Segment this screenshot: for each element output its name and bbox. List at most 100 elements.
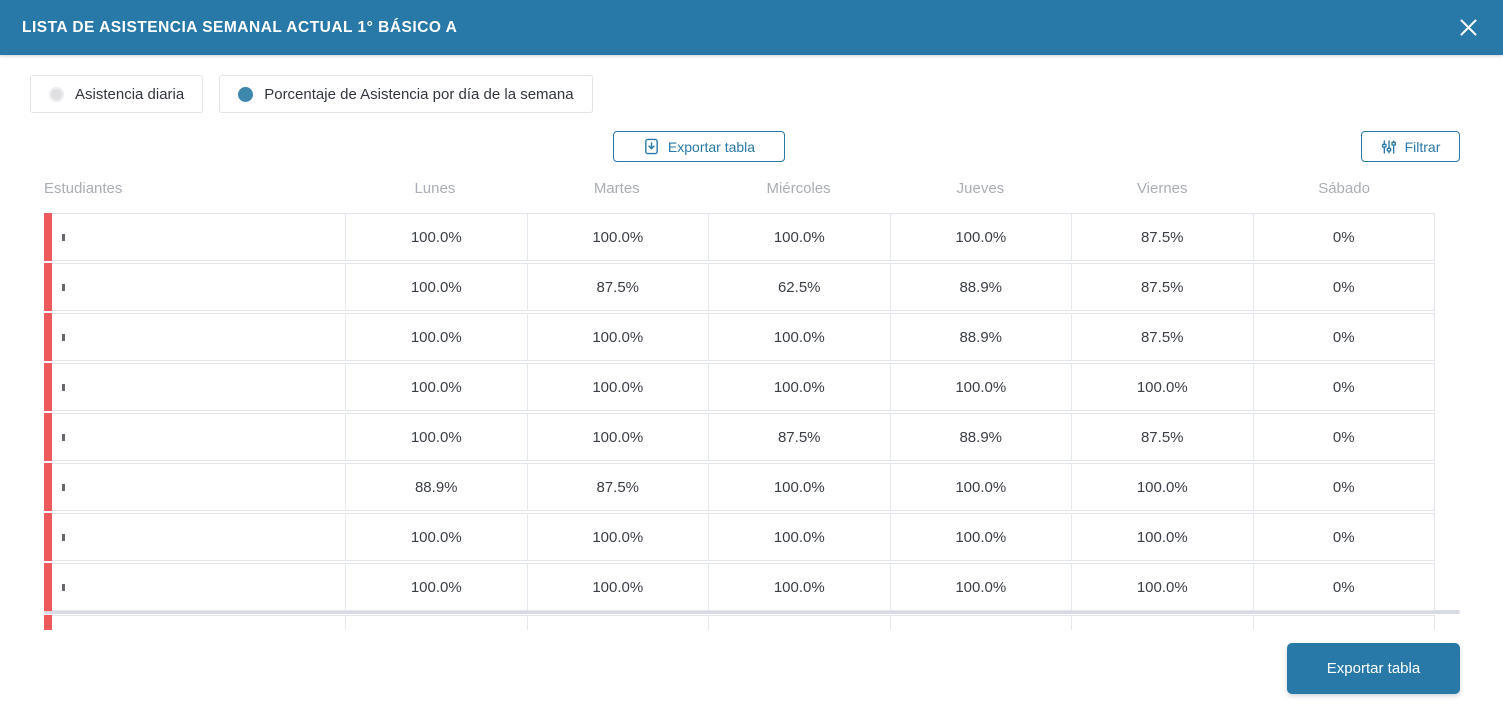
attendance-value-cell: 88.9% xyxy=(889,414,1072,460)
attendance-value-cell: 87.5% xyxy=(1071,214,1253,260)
attendance-value-cell: 100.0% xyxy=(345,314,527,360)
filter-button[interactable]: Filtrar xyxy=(1361,131,1460,162)
redacted-student-name xyxy=(62,283,65,291)
table-toolbar: Exportar tabla Filtrar xyxy=(0,131,1503,162)
column-header-day: Sábado xyxy=(1318,179,1370,197)
close-button[interactable] xyxy=(1456,15,1481,40)
row-accent-bar xyxy=(44,313,52,361)
modal-title: LISTA DE ASISTENCIA SEMANAL ACTUAL 1° BÁ… xyxy=(22,18,458,36)
redacted-student-name xyxy=(62,433,65,441)
redacted-student-name xyxy=(62,383,65,391)
attendance-value-cell: 100.0% xyxy=(526,514,709,560)
attendance-value-cell: 100.0% xyxy=(345,214,527,260)
redacted-student-name xyxy=(62,583,65,591)
attendance-value-cell: 87.5% xyxy=(708,414,890,460)
attendance-value-cell: 100.0% xyxy=(345,264,527,310)
table-row: 100.0% 100.0% 87.5% 88.9% 87.5% 0% xyxy=(44,413,1435,461)
column-header-estudiantes: Estudiantes xyxy=(44,179,123,197)
attendance-value-cell: 100.0% xyxy=(526,564,709,610)
attendance-value-cell: 100.0% xyxy=(526,214,709,260)
table-row: 100.0% 100.0% 100.0% 100.0% 87.5% 0% xyxy=(44,213,1435,261)
attendance-value-cell: 100.0% xyxy=(889,564,1072,610)
table-row: 100.0% 87.5% 62.5% 88.9% 87.5% 0% xyxy=(44,263,1435,311)
partial-row-clip xyxy=(44,615,1435,630)
file-download-icon xyxy=(645,138,658,155)
table-header-row: Estudiantes Lunes Martes Miércoles Jueves Vie… xyxy=(44,178,1435,198)
redacted-student-name xyxy=(62,233,65,241)
student-name-cell xyxy=(44,363,345,411)
attendance-value-cell: 100.0% xyxy=(1071,364,1253,410)
attendance-value-cell xyxy=(526,616,709,630)
row-accent-bar xyxy=(44,263,52,311)
student-name-cell xyxy=(44,563,345,611)
export-table-button-footer[interactable]: Exportar tabla xyxy=(1287,643,1460,694)
redacted-student-name xyxy=(62,483,65,491)
student-name-cell xyxy=(44,413,345,461)
row-accent-bar xyxy=(44,513,52,561)
attendance-value-cell: 87.5% xyxy=(526,264,709,310)
student-name-cell xyxy=(44,463,345,511)
radio-selected-icon xyxy=(238,86,254,102)
table-row: 100.0% 100.0% 100.0% 100.0% 100.0% 0% xyxy=(44,513,1435,561)
row-accent-bar xyxy=(44,615,52,630)
attendance-value-cell: 62.5% xyxy=(708,264,890,310)
column-header-day: Martes xyxy=(593,179,640,197)
attendance-value-cell: 0% xyxy=(1252,464,1435,510)
row-accent-bar xyxy=(44,413,52,461)
modal-header: LISTA DE ASISTENCIA SEMANAL ACTUAL 1° BÁ… xyxy=(0,0,1503,55)
attendance-value-cell xyxy=(345,616,527,630)
student-name-cell xyxy=(44,313,345,361)
attendance-value-cell: 87.5% xyxy=(1071,264,1253,310)
attendance-value-cell: 100.0% xyxy=(526,414,709,460)
attendance-value-cell: 88.9% xyxy=(889,314,1072,360)
toggle-label: Asistencia diaria xyxy=(75,85,185,103)
attendance-value-cell: 100.0% xyxy=(708,464,890,510)
attendance-value-cell: 100.0% xyxy=(345,414,527,460)
row-accent-bar xyxy=(44,463,52,511)
redacted-student-name xyxy=(62,333,65,341)
modal-footer: Exportar tabla xyxy=(0,643,1460,694)
horizontal-scrollbar[interactable] xyxy=(44,610,1460,614)
attendance-value-cell: 87.5% xyxy=(1071,414,1253,460)
toggle-asistencia-diaria[interactable]: Asistencia diaria xyxy=(30,75,204,113)
column-header-day: Lunes xyxy=(414,179,456,197)
table-row: 88.9% 87.5% 100.0% 100.0% 100.0% 0% xyxy=(44,463,1435,511)
column-header-day: Jueves xyxy=(956,179,1005,197)
attendance-value-cell xyxy=(1071,616,1253,630)
toggle-label: Porcentaje de Asistencia por día de la s… xyxy=(264,85,574,103)
table-row: 100.0% 100.0% 100.0% 100.0% 100.0% 0% xyxy=(44,563,1435,611)
filter-label: Filtrar xyxy=(1404,138,1441,155)
attendance-value-cell: 100.0% xyxy=(1071,514,1253,560)
export-table-label: Exportar tabla xyxy=(667,138,756,155)
attendance-value-cell: 100.0% xyxy=(1071,464,1253,510)
attendance-value-cell xyxy=(708,616,890,630)
student-name-cell xyxy=(44,263,345,311)
attendance-value-cell: 87.5% xyxy=(1071,314,1253,360)
view-toggle-group: Asistencia diaria Porcentaje de Asistenc… xyxy=(30,75,1503,113)
attendance-value-cell: 100.0% xyxy=(889,364,1072,410)
redacted-student-name xyxy=(62,533,65,541)
attendance-value-cell: 100.0% xyxy=(889,214,1072,260)
row-accent-bar xyxy=(44,213,52,261)
attendance-value-cell: 100.0% xyxy=(708,514,890,560)
student-name-cell xyxy=(44,513,345,561)
table-row: 100.0% 100.0% 100.0% 88.9% 87.5% 0% xyxy=(44,313,1435,361)
attendance-value-cell: 100.0% xyxy=(1071,564,1253,610)
attendance-value-cell: 100.0% xyxy=(708,214,890,260)
export-table-button-top[interactable]: Exportar tabla xyxy=(613,131,785,162)
attendance-value-cell: 100.0% xyxy=(345,514,527,560)
attendance-value-cell: 100.0% xyxy=(708,314,890,360)
attendance-value-cell: 100.0% xyxy=(889,514,1072,560)
attendance-value-cell: 0% xyxy=(1252,564,1435,610)
attendance-value-cell: 100.0% xyxy=(345,364,527,410)
attendance-value-cell: 100.0% xyxy=(345,564,527,610)
attendance-value-cell xyxy=(1252,616,1435,630)
attendance-value-cell: 0% xyxy=(1252,314,1435,360)
attendance-value-cell: 0% xyxy=(1252,514,1435,560)
toggle-porcentaje-asistencia[interactable]: Porcentaje de Asistencia por día de la s… xyxy=(219,75,593,113)
column-header-day: Viernes xyxy=(1136,179,1188,197)
student-name-cell xyxy=(44,213,345,261)
table-body: 100.0% 100.0% 100.0% 100.0% 87.5% 0% 100.0% 87.… xyxy=(44,213,1435,611)
attendance-value-cell: 100.0% xyxy=(526,364,709,410)
